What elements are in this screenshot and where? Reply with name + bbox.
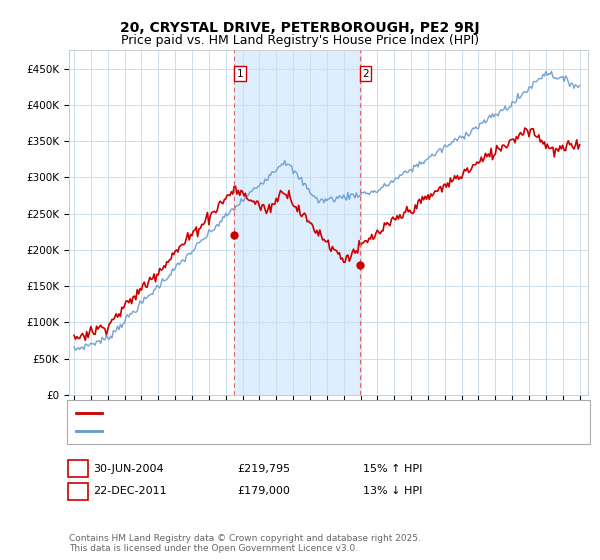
Text: 1: 1 — [236, 68, 243, 78]
Text: 2: 2 — [74, 486, 82, 496]
Text: HPI: Average price, detached house, City of Peterborough: HPI: Average price, detached house, City… — [107, 426, 407, 436]
Text: 20, CRYSTAL DRIVE, PETERBOROUGH, PE2 9RJ (detached house): 20, CRYSTAL DRIVE, PETERBOROUGH, PE2 9RJ… — [107, 408, 441, 418]
Text: 13% ↓ HPI: 13% ↓ HPI — [363, 486, 422, 496]
Text: £179,000: £179,000 — [237, 486, 290, 496]
Text: 1: 1 — [74, 464, 82, 474]
Text: Contains HM Land Registry data © Crown copyright and database right 2025.
This d: Contains HM Land Registry data © Crown c… — [69, 534, 421, 553]
Text: £219,795: £219,795 — [237, 464, 290, 474]
Text: 30-JUN-2004: 30-JUN-2004 — [93, 464, 164, 474]
Bar — [234, 50, 359, 395]
Text: Price paid vs. HM Land Registry's House Price Index (HPI): Price paid vs. HM Land Registry's House … — [121, 34, 479, 46]
Text: 22-DEC-2011: 22-DEC-2011 — [93, 486, 167, 496]
Text: 20, CRYSTAL DRIVE, PETERBOROUGH, PE2 9RJ: 20, CRYSTAL DRIVE, PETERBOROUGH, PE2 9RJ — [120, 21, 480, 35]
Text: 15% ↑ HPI: 15% ↑ HPI — [363, 464, 422, 474]
Text: 2: 2 — [362, 68, 369, 78]
